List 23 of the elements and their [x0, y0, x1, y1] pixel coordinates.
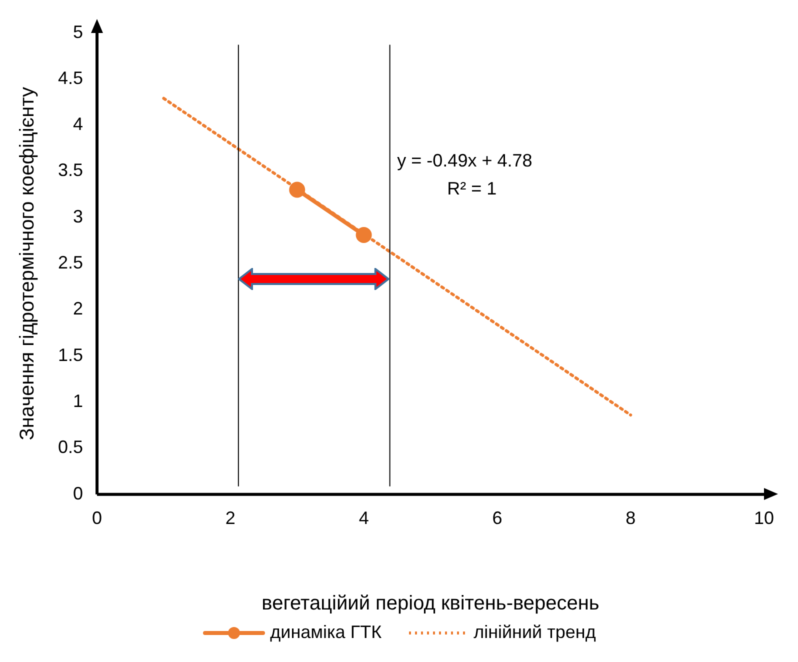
annotation: R² = 1	[447, 178, 497, 199]
y-tick-label: 2.5	[58, 252, 84, 273]
y-tick-label: 3.5	[58, 160, 84, 180]
y-tick-label: 4.5	[58, 68, 84, 88]
y-tick-label: 0.5	[58, 437, 84, 458]
x-tick-label: 0	[92, 508, 102, 528]
y-tick-label: 1	[73, 391, 84, 412]
x-axis-title: вегетаційий період квітень-вересень	[262, 592, 600, 615]
y-axis-title: Значення гідротермічного коефіцієнту	[16, 87, 39, 440]
x-tick-label: 8	[626, 508, 636, 528]
legend-label: лінійний тренд	[474, 622, 596, 643]
x-tick-label: 6	[492, 508, 502, 528]
y-tick-label: 1.5	[58, 344, 84, 365]
annotation: y = -0.49x + 4.78	[397, 150, 532, 171]
y-tick-label: 2	[73, 298, 84, 319]
y-tick-label: 5	[73, 22, 84, 42]
x-tick-label: 10	[754, 508, 774, 528]
y-tick-label: 0	[73, 483, 84, 504]
x-tick-label: 2	[225, 508, 236, 528]
x-tick-label: 4	[358, 508, 369, 528]
y-tick-label: 4	[73, 114, 84, 134]
legend-label: динаміка ГТК	[270, 622, 382, 643]
y-tick-label: 3	[73, 206, 84, 226]
